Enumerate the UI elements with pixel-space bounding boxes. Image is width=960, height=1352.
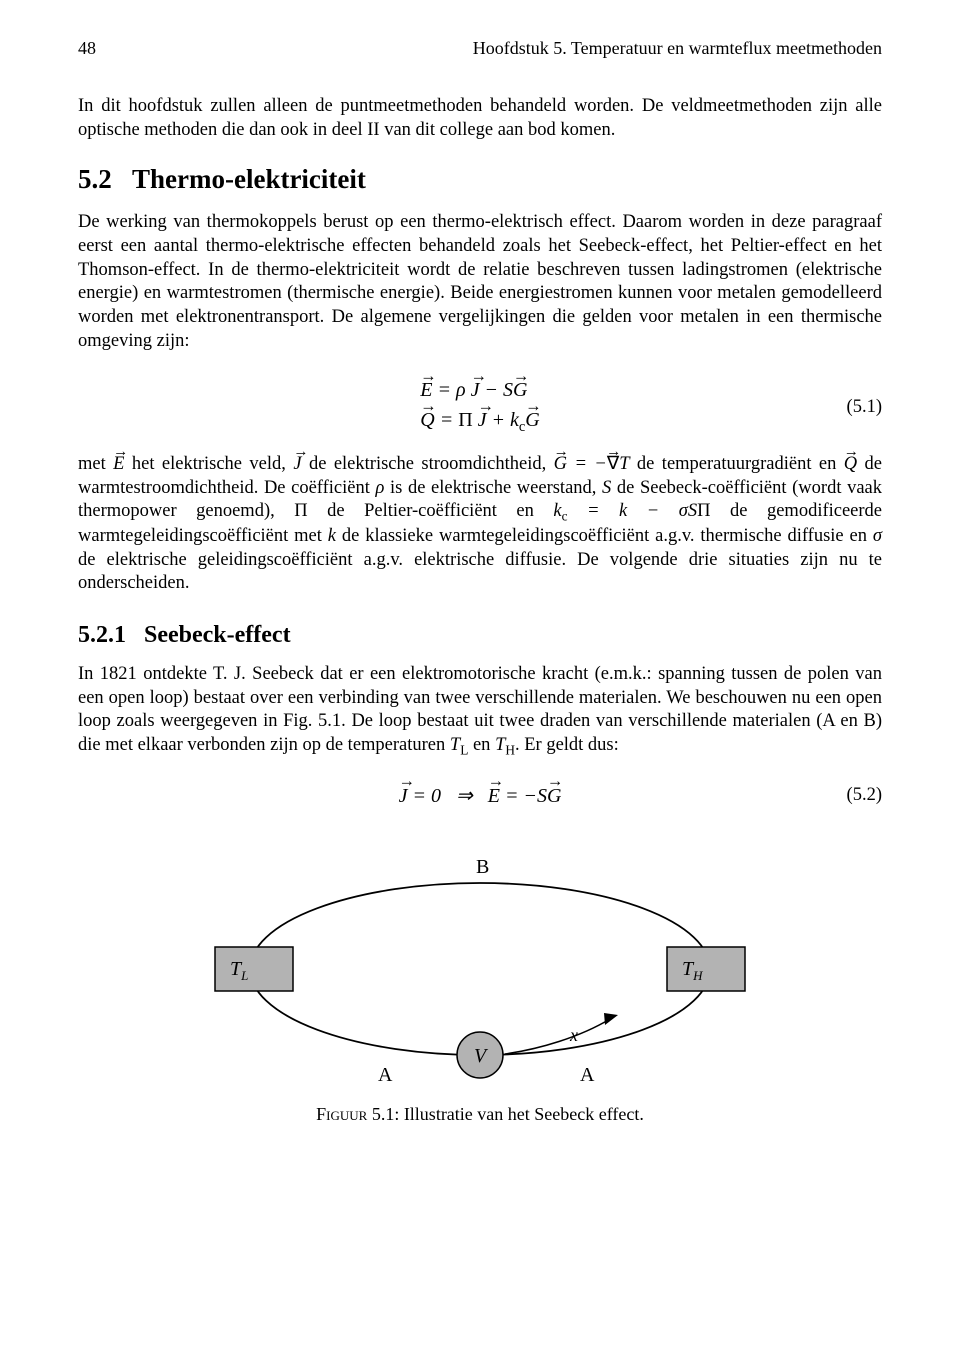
svg-text:A: A [378, 1064, 393, 1086]
equation-number-5-1: (5.1) [847, 397, 882, 418]
equation-5-1-body: E = ρ J − SG Q = Π J + kcG [420, 375, 540, 439]
section-title: Thermo-elektriciteit [132, 164, 366, 194]
subsection-heading: 5.2.1 Seebeck-effect [78, 622, 882, 649]
svg-text:x: x [569, 1025, 578, 1045]
equation-5-1: E = ρ J − SG Q = Π J + kcG (5.1) [78, 375, 882, 439]
equation-5-2-body: J = 0 ⇒ E = −SG [399, 781, 562, 811]
page-header: 48 Hoofdstuk 5. Temperatuur en warmteflu… [78, 38, 882, 59]
body-paragraph-2: met E het elektrische veld, J de elektri… [78, 453, 882, 596]
subsection-title: Seebeck-effect [144, 622, 291, 648]
seebeck-diagram: BTLTHAAVx [200, 829, 760, 1089]
subsection-number: 5.2.1 [78, 622, 126, 648]
intro-paragraph: In dit hoofdstuk zullen alleen de puntme… [78, 95, 882, 142]
figure-caption-prefix: Figuur [316, 1104, 367, 1124]
equation-5-2: J = 0 ⇒ E = −SG (5.2) [78, 781, 882, 811]
body-paragraph-1: De werking van thermokoppels berust op e… [78, 211, 882, 353]
figure-caption: Figuur 5.1: Illustratie van het Seebeck … [200, 1104, 760, 1125]
figure-caption-text: 5.1: Illustratie van het Seebeck effect. [367, 1104, 644, 1124]
svg-text:A: A [580, 1064, 595, 1086]
section-number: 5.2 [78, 164, 112, 194]
page: 48 Hoofdstuk 5. Temperatuur en warmteflu… [0, 0, 960, 1352]
section-heading: 5.2 Thermo-elektriciteit [78, 164, 882, 195]
page-number: 48 [78, 38, 96, 59]
equation-number-5-2: (5.2) [847, 785, 882, 806]
running-head: Hoofdstuk 5. Temperatuur en warmteflux m… [473, 38, 882, 59]
svg-text:B: B [476, 856, 489, 878]
figure-5-1: BTLTHAAVx Figuur 5.1: Illustratie van he… [200, 829, 760, 1125]
seebeck-paragraph: In 1821 ontdekte T. J. Seebeck dat er ee… [78, 663, 882, 759]
